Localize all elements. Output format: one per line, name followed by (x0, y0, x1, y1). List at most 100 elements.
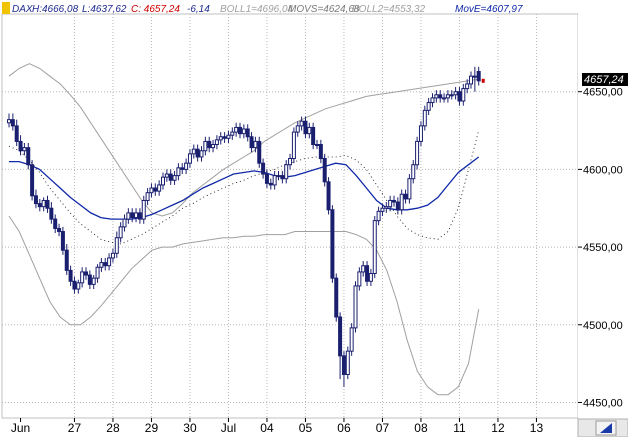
candle-body (415, 140, 420, 166)
candle (415, 136, 420, 170)
candle (57, 223, 62, 237)
candle-body (80, 271, 85, 284)
candle (418, 121, 423, 147)
candle (469, 71, 473, 89)
candle (238, 122, 242, 139)
candle (426, 97, 431, 115)
candle (207, 136, 212, 153)
series-line-boll1 (8, 63, 479, 217)
y-tick-label: 4650,00 (583, 87, 623, 99)
candle (122, 214, 127, 232)
candle-body (280, 175, 285, 180)
move-label: MovE=4607,97 (455, 4, 523, 15)
boll1-label: BOLL1=4696,04 (220, 4, 294, 15)
candle-body (84, 271, 88, 276)
candle-body (191, 148, 196, 155)
movs-label: MOVS=4624,68 (288, 4, 360, 15)
candle-body (461, 88, 466, 102)
candle-body (241, 128, 246, 135)
candle-body (33, 195, 38, 205)
x-axis: Jun 27 28 29 30 Jul 04 05 06 07 08 11 12 13 (11, 418, 543, 435)
candle (60, 226, 65, 255)
candle (72, 276, 77, 294)
candle-body (26, 147, 31, 166)
candle (172, 170, 177, 185)
candle (110, 248, 115, 263)
candle-body (264, 173, 269, 184)
candle (434, 90, 439, 103)
candle (230, 127, 235, 140)
candle-body (361, 265, 366, 273)
candle (37, 198, 42, 212)
y-tick-label: 4600,00 (583, 164, 623, 176)
candle (445, 90, 450, 103)
candle-body (472, 75, 477, 78)
x-tick-label: 07 (376, 421, 390, 435)
candle (134, 208, 139, 223)
candle-body (207, 140, 212, 149)
candle (49, 202, 54, 224)
y-tick-label: 4450,00 (583, 397, 623, 409)
price-tag-text: 4657,24 (584, 74, 624, 86)
candle (465, 79, 470, 94)
candle-body (253, 140, 258, 149)
candle-body (407, 178, 412, 200)
scroll-corner-button[interactable] (577, 418, 628, 437)
candle-body (168, 173, 173, 181)
candle (203, 136, 208, 156)
candle-body (130, 212, 135, 219)
candle (222, 132, 227, 143)
candle-body (392, 199, 396, 203)
candle-body (218, 136, 223, 141)
candle (299, 116, 304, 131)
candle (226, 130, 231, 143)
candle (457, 87, 462, 106)
candle-body (445, 94, 450, 99)
candle (10, 113, 15, 131)
candle-body (311, 126, 316, 146)
candle (168, 169, 173, 185)
candle-body (418, 125, 423, 142)
candle (341, 351, 346, 387)
x-tick-label: 29 (145, 421, 159, 435)
candle-body (30, 164, 35, 197)
candle-body (149, 187, 154, 194)
candle (264, 169, 269, 189)
candle-body (330, 209, 335, 279)
candle (476, 66, 481, 86)
candle-body (180, 167, 185, 170)
candle-body (345, 350, 350, 375)
last-price-tag: 4657,24 (582, 73, 628, 86)
candle (103, 257, 108, 271)
x-tick-label: 12 (491, 421, 505, 435)
symbol-label: DAX (12, 4, 33, 15)
candle (307, 122, 312, 139)
candle (272, 170, 277, 190)
candle-body (388, 199, 393, 208)
candle (245, 124, 250, 142)
candle (338, 312, 343, 380)
candle-body (7, 119, 11, 124)
candle (157, 180, 162, 196)
close-label: C: 4657,24 (131, 4, 180, 15)
candle (288, 153, 293, 170)
candle (388, 195, 393, 212)
candle-body (465, 83, 470, 90)
candle-body (257, 140, 262, 164)
candle-body (299, 120, 304, 127)
candle (84, 267, 88, 280)
candle-body (476, 70, 481, 82)
candle (334, 273, 339, 322)
candle (114, 231, 119, 258)
candle-body (176, 167, 181, 177)
candle (268, 178, 273, 190)
candle-body (399, 193, 404, 211)
candle-body (91, 277, 96, 285)
candle (345, 346, 350, 380)
x-tick-label: 11 (453, 421, 466, 435)
candle (18, 135, 23, 156)
candle-body (291, 131, 296, 160)
candle-body (99, 262, 104, 268)
candle (330, 205, 335, 283)
candle-body (442, 97, 447, 100)
